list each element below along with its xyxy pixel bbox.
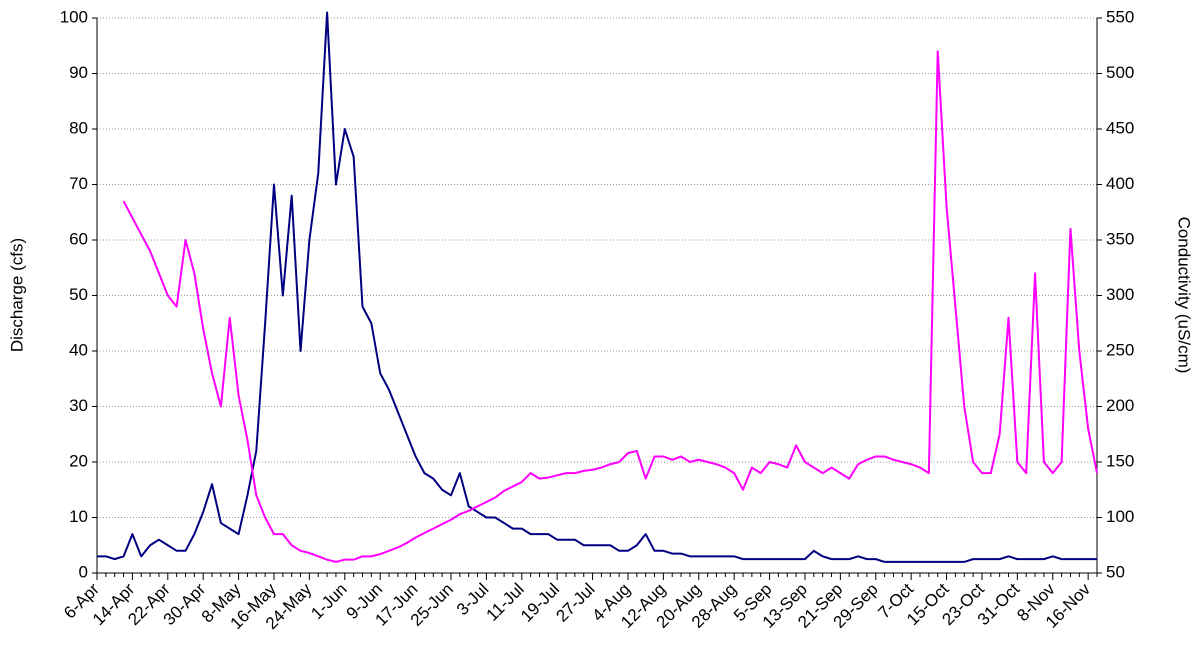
y2-tick-label: 500: [1106, 63, 1134, 82]
y-tick-label: 60: [69, 229, 88, 248]
y-tick-label: 40: [69, 340, 88, 359]
y2-tick-label: 400: [1106, 174, 1134, 193]
y2-tick-label: 100: [1106, 507, 1134, 526]
y2-tick-label: 450: [1106, 118, 1134, 137]
y-tick-label: 70: [69, 174, 88, 193]
y-tick-label: 10: [69, 507, 88, 526]
y2-tick-label: 350: [1106, 229, 1134, 248]
y-tick-label: 50: [69, 285, 88, 304]
y2-tick-label: 300: [1106, 285, 1134, 304]
x-tick-label: 19-Jul: [517, 580, 563, 626]
x-tick-label: 1-Jun: [307, 580, 351, 624]
x-tick-label: 27-Jul: [552, 580, 598, 626]
y-tick-label: 100: [60, 7, 88, 26]
y2-tick-label: 150: [1106, 451, 1134, 470]
y-tick-label: 90: [69, 63, 88, 82]
y-tick-label: 80: [69, 118, 88, 137]
y2-tick-label: 250: [1106, 340, 1134, 359]
y2-tick-label: 200: [1106, 396, 1134, 415]
y-tick-label: 30: [69, 396, 88, 415]
y-tick-label: 0: [79, 562, 88, 581]
x-tick-label: 11-Jul: [482, 580, 527, 625]
y2-axis-title: Conductivity (uS/cm): [1175, 217, 1194, 374]
y2-tick-label: 550: [1106, 7, 1134, 26]
series-line: [122, 50, 1098, 563]
series-line: [97, 11, 1097, 563]
y-tick-label: 20: [69, 451, 88, 470]
y-axis-title: Discharge (cfs): [7, 238, 26, 352]
y2-tick-label: 50: [1106, 562, 1125, 581]
